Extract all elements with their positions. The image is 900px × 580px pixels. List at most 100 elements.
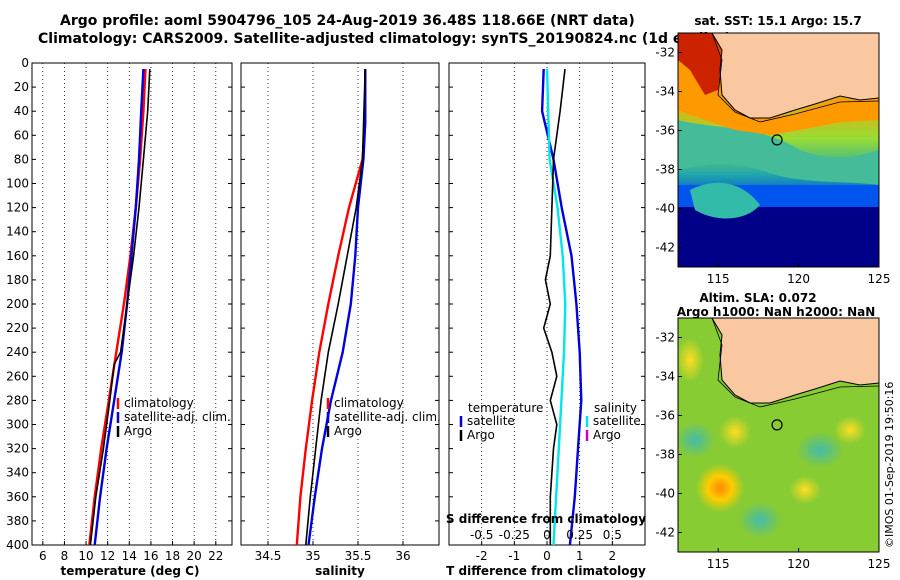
diff-legend-salinity-label: satellite xyxy=(593,414,641,428)
sla-map-title-line1: Altim. SLA: 0.072 xyxy=(699,291,816,305)
sla-map-title-line2: Argo h1000: NaN h2000: NaN xyxy=(677,305,876,319)
temp-xtick-label: 10 xyxy=(78,549,93,563)
temp-legend-label: climatology xyxy=(124,396,194,410)
sla-argo-position-marker xyxy=(771,419,783,431)
depth-tick-label: 400 xyxy=(6,538,29,552)
sst-argo-position-marker xyxy=(771,134,783,146)
temp-xtick-label: 18 xyxy=(165,549,180,563)
depth-tick-label: 360 xyxy=(6,490,29,504)
sla-low-anomaly xyxy=(796,432,844,468)
map-lat-tick-label: -32 xyxy=(655,331,675,345)
sla-high-anomaly xyxy=(789,476,821,504)
sla-high-anomaly xyxy=(719,416,751,448)
sal-xtick-label: 34.5 xyxy=(255,549,282,563)
temperature-panel: 0 20 40 60 80 100 120 140 160 180 200 220 240 260 280 3… xyxy=(6,56,233,563)
depth-tick-label: 320 xyxy=(6,442,29,456)
map-lon-tick-label: 120 xyxy=(787,557,810,571)
sla-200m-contour xyxy=(711,318,879,408)
temp-xtick-label: 8 xyxy=(61,549,69,563)
temp-series-climatology xyxy=(88,68,147,546)
map-lat-tick-label: -42 xyxy=(655,241,675,255)
depth-tick-label: 200 xyxy=(6,297,29,311)
map-lat-tick-label: -32 xyxy=(655,46,675,60)
sla-map-frame xyxy=(677,317,880,553)
temp-xtick-label: 12 xyxy=(100,549,115,563)
map-lat-tick-label: -38 xyxy=(655,448,675,462)
depth-tick-label: 40 xyxy=(14,104,29,118)
sal-series-satellite-adj-clim xyxy=(307,69,367,546)
map-lon-tick-label: 125 xyxy=(868,272,891,286)
sla-low-anomaly xyxy=(738,502,782,538)
sal-legend-label: satellite-adj. clim. xyxy=(334,410,441,424)
depth-tick-label: 140 xyxy=(6,225,29,239)
sla-map-axes: 115 120 125 -32 -34 -36 -38 -40 -42 xyxy=(655,331,890,572)
diff-xtick-label: -1 xyxy=(508,549,520,563)
sst-leeuwin-current xyxy=(678,33,722,95)
salinity-xlabel: salinity xyxy=(315,564,365,578)
sla-map xyxy=(678,318,879,552)
temp-frame xyxy=(31,62,233,546)
map-lon-tick-label: 125 xyxy=(868,557,891,571)
diff-series-t-argo xyxy=(542,68,566,545)
sst-map-axes: 115 120 125 -32 -34 -36 -38 -40 -42 xyxy=(655,46,890,287)
sst-warm-coast xyxy=(678,33,879,135)
sal-legend-label: climatology xyxy=(334,396,404,410)
depth-tick-label: 100 xyxy=(6,177,29,191)
sal-xtick-label: 36 xyxy=(395,549,410,563)
sal-series-argo xyxy=(305,68,366,546)
diff-secondary-xtick-label: -0.5 xyxy=(470,528,493,542)
sst-map-title: sat. SST: 15.1 Argo: 15.7 xyxy=(694,14,861,28)
diff-series-s-satellite xyxy=(545,68,567,546)
figure-title-line1: Argo profile: aoml 5904796_105 24-Aug-20… xyxy=(60,13,635,29)
sst-map-frame xyxy=(677,32,880,268)
temp-xtick-label: 22 xyxy=(208,549,223,563)
sal-frame xyxy=(240,62,440,546)
depth-tick-label: 280 xyxy=(6,393,29,407)
sal-series-climatology xyxy=(295,69,367,546)
sst-eddy xyxy=(690,182,760,219)
sst-200m-contour xyxy=(711,33,879,123)
sal-legend-label: Argo xyxy=(334,424,362,438)
diff-secondary-xtick-label: 0 xyxy=(543,528,551,542)
diff-xtick-label: 2 xyxy=(609,549,617,563)
depth-tick-label: 240 xyxy=(6,345,29,359)
diff-legend-salinity-label: Argo xyxy=(593,428,621,442)
sla-high-anomaly xyxy=(678,338,704,382)
map-lat-tick-label: -36 xyxy=(655,409,675,423)
diff-xtick-label: 1 xyxy=(576,549,584,563)
map-lat-tick-label: -36 xyxy=(655,124,675,138)
depth-tick-label: 260 xyxy=(6,369,29,383)
temp-xtick-label: 20 xyxy=(187,549,202,563)
temp-legend-label: Argo xyxy=(124,424,152,438)
map-lat-tick-label: -42 xyxy=(655,526,675,540)
diff-legend-salinity-title: salinity xyxy=(594,401,637,415)
sst-mid-band xyxy=(678,120,879,185)
depth-tick-label: 340 xyxy=(6,466,29,480)
depth-tick-label: 0 xyxy=(21,56,29,70)
temp-series-argo xyxy=(89,68,151,546)
imos-credit: ©IMOS 01-Sep-2019 19:50:16 xyxy=(883,382,896,548)
diff-legend-temperature-title: temperature xyxy=(468,401,543,415)
sla-high-anomaly xyxy=(834,416,866,444)
depth-tick-label: 60 xyxy=(14,128,29,142)
map-lon-tick-label: 115 xyxy=(707,272,730,286)
diff-secondary-xtick-label: 0.25 xyxy=(566,528,593,542)
map-lat-tick-label: -38 xyxy=(655,163,675,177)
difference-xlabel: T difference from climatology xyxy=(446,564,646,578)
map-lon-tick-label: 120 xyxy=(787,272,810,286)
depth-tick-label: 220 xyxy=(6,321,29,335)
diff-xtick-label: 0 xyxy=(543,549,551,563)
map-lat-tick-label: -40 xyxy=(655,487,675,501)
map-lat-tick-label: -40 xyxy=(655,202,675,216)
map-lon-tick-label: 115 xyxy=(707,557,730,571)
sla-high-anomaly xyxy=(696,464,744,512)
temp-xtick-label: 6 xyxy=(39,549,47,563)
depth-tick-label: 80 xyxy=(14,152,29,166)
temp-xtick-label: 14 xyxy=(122,549,137,563)
sal-xtick-label: 35.5 xyxy=(345,549,372,563)
map-lat-tick-label: -34 xyxy=(655,85,675,99)
depth-tick-label: 180 xyxy=(6,273,29,287)
difference-panel: -2 -1 0 1 2temperaturesatelliteArgosalinitys… xyxy=(448,62,646,563)
temperature-xlabel: temperature (deg C) xyxy=(61,564,200,578)
